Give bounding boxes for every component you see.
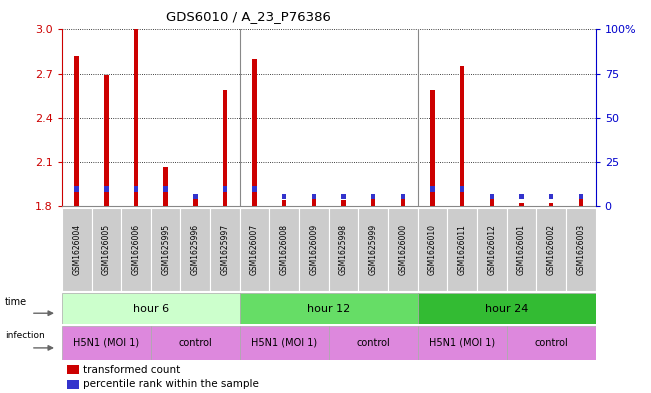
Text: GSM1626006: GSM1626006 [132,224,141,275]
Text: GSM1626010: GSM1626010 [428,224,437,275]
Text: GSM1626005: GSM1626005 [102,224,111,275]
Bar [506,326,596,360]
Bar [341,194,346,199]
Text: percentile rank within the sample: percentile rank within the sample [83,379,259,389]
Text: GDS6010 / A_23_P76386: GDS6010 / A_23_P76386 [166,10,331,23]
Text: GSM1626003: GSM1626003 [576,224,585,275]
Bar [490,199,494,206]
Bar [240,293,418,324]
Bar [223,90,227,206]
Bar [62,326,151,360]
Bar [67,380,79,389]
Bar [566,208,596,291]
Text: GSM1626000: GSM1626000 [398,224,408,275]
Bar [67,365,79,374]
Bar [519,204,524,206]
Text: GSM1626008: GSM1626008 [280,224,289,275]
Text: GSM1625997: GSM1625997 [221,224,229,275]
Bar [240,326,329,360]
Bar [133,186,138,191]
Bar [400,196,405,206]
Bar [151,326,240,360]
Text: time: time [5,297,27,307]
Bar [519,194,524,199]
Text: GSM1625996: GSM1625996 [191,224,200,275]
Bar [240,208,270,291]
Bar [253,186,257,191]
Text: GSM1626004: GSM1626004 [72,224,81,275]
Text: GSM1625995: GSM1625995 [161,224,170,275]
Text: GSM1626001: GSM1626001 [517,224,526,275]
Bar [536,208,566,291]
Bar [210,208,240,291]
Bar [104,75,109,206]
Text: H5N1 (MOI 1): H5N1 (MOI 1) [429,338,495,348]
Bar [62,293,240,324]
Bar [490,194,494,199]
Bar [151,208,180,291]
Text: control: control [178,338,212,348]
Text: transformed count: transformed count [83,365,180,375]
Bar [193,194,197,199]
Bar [299,208,329,291]
Bar [104,186,109,191]
Bar [163,167,168,206]
Bar [341,200,346,206]
Bar [418,208,447,291]
Bar [270,208,299,291]
Bar [418,293,596,324]
Bar [329,326,418,360]
Bar [388,208,418,291]
Text: GSM1626009: GSM1626009 [309,224,318,275]
Bar [253,59,257,206]
Bar [92,208,121,291]
Bar [460,186,464,191]
Bar [121,208,151,291]
Bar [549,194,553,199]
Bar [359,208,388,291]
Bar [312,199,316,206]
Bar [329,208,359,291]
Text: hour 6: hour 6 [133,303,169,314]
Bar [430,186,435,191]
Text: H5N1 (MOI 1): H5N1 (MOI 1) [251,338,317,348]
Bar [447,208,477,291]
Bar [62,208,92,291]
Text: control: control [534,338,568,348]
Bar [223,186,227,191]
Text: GSM1626002: GSM1626002 [547,224,556,275]
Bar [180,208,210,291]
Bar [371,196,376,206]
Text: GSM1625998: GSM1625998 [339,224,348,275]
Text: infection: infection [5,331,45,340]
Text: GSM1626011: GSM1626011 [458,224,467,275]
Bar [579,194,583,199]
Bar [371,194,376,199]
Text: GSM1625999: GSM1625999 [368,224,378,275]
Bar [282,194,286,199]
Text: hour 12: hour 12 [307,303,350,314]
Bar [430,90,435,206]
Text: H5N1 (MOI 1): H5N1 (MOI 1) [74,338,139,348]
Bar [460,66,464,206]
Bar [579,199,583,206]
Bar [163,186,168,191]
Text: GSM1626007: GSM1626007 [250,224,259,275]
Bar [418,326,506,360]
Bar [282,200,286,206]
Bar [133,29,138,206]
Text: hour 24: hour 24 [485,303,529,314]
Bar [74,56,79,206]
Text: control: control [356,338,390,348]
Bar [477,208,506,291]
Bar [400,194,405,199]
Bar [74,186,79,191]
Bar [549,204,553,206]
Text: GSM1626012: GSM1626012 [488,224,496,275]
Bar [312,194,316,199]
Bar [506,208,536,291]
Bar [193,196,197,206]
